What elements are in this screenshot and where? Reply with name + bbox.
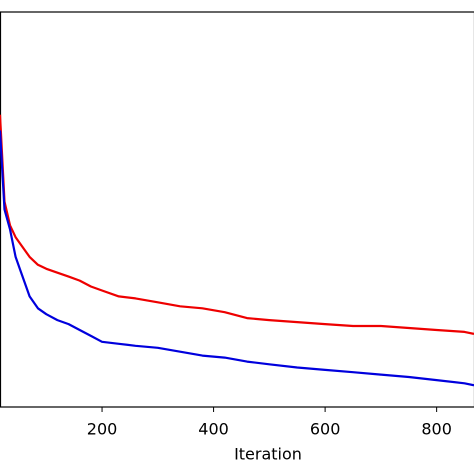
x-tick-label: 400 bbox=[198, 420, 229, 439]
x-axis-label: Iteration bbox=[234, 445, 302, 464]
plot-frame bbox=[0, 11, 474, 408]
line-series bbox=[0, 114, 474, 335]
x-tick-label: 200 bbox=[87, 420, 118, 439]
line-series bbox=[0, 130, 474, 387]
x-tick-label: 800 bbox=[421, 420, 452, 439]
x-tick-label: 600 bbox=[310, 420, 341, 439]
